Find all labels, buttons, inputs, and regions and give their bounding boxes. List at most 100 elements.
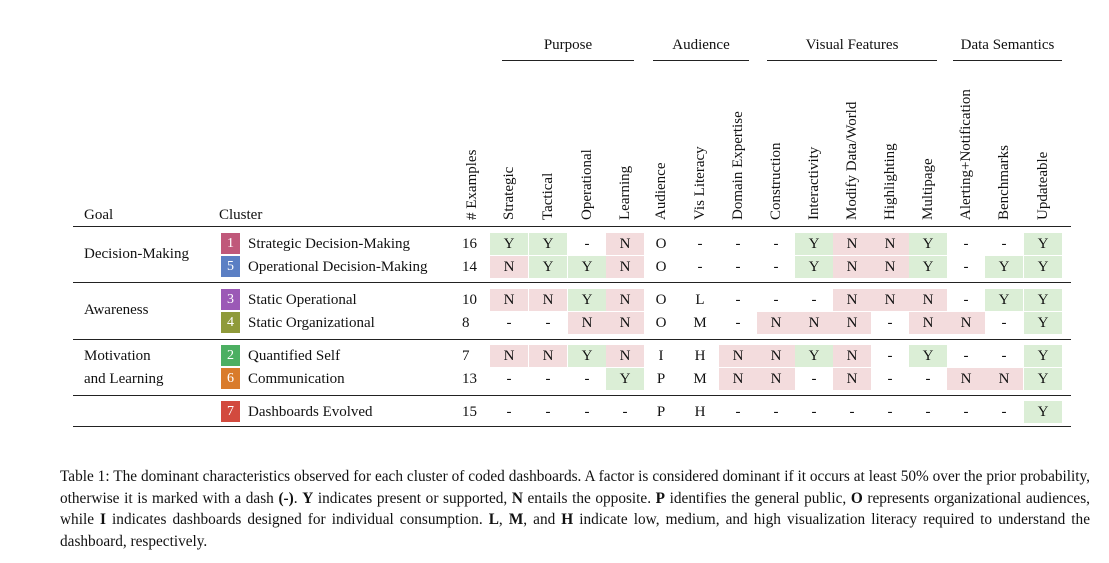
value-cell-domain-expertise: N (719, 368, 757, 390)
value-cell-tactical: Y (529, 233, 567, 255)
value-cell-domain-expertise: - (735, 236, 741, 252)
caption-l: L (488, 511, 499, 528)
value-cell-learning: - (622, 404, 628, 420)
caption-p: P (655, 489, 666, 507)
value-cell-strategic: N (490, 289, 528, 311)
group-separator-2 (73, 339, 1071, 340)
caption-text: identifies the general public, (665, 489, 851, 507)
value-cell-construction: N (757, 312, 795, 334)
value-cell-updateable: Y (1024, 312, 1062, 334)
value-cell-learning: N (606, 233, 644, 255)
goal-awareness: Awareness (84, 302, 149, 318)
value-cell-interactivity: N (795, 312, 833, 334)
value-cell-alerting-notification: N (947, 368, 985, 390)
caption-m: M (508, 511, 524, 528)
value-cell-multipage: Y (909, 256, 947, 278)
value-cell-modify-data-world: N (833, 312, 871, 334)
value-cell-updateable: Y (1024, 256, 1062, 278)
value-cell-alerting-notification: - (963, 236, 969, 252)
cluster-name: Static Organizational (248, 315, 375, 331)
value-cell-domain-expertise: - (735, 292, 741, 308)
column-header-operational: Operational (578, 149, 596, 220)
column-header-updateable: Updateable (1034, 152, 1052, 220)
column-header-label: Alerting+Notification (958, 89, 974, 220)
cluster-number-badge: 7 (221, 401, 240, 422)
value-cell-benchmarks: Y (985, 256, 1023, 278)
value-cell-benchmarks: N (985, 368, 1023, 390)
value-cell-vis-literacy: H (694, 404, 706, 420)
caption-text: . (293, 489, 303, 507)
value-cell-interactivity: Y (795, 256, 833, 278)
value-cell-alerting-notification: - (963, 259, 969, 275)
column-header-label: Updateable (1035, 151, 1051, 220)
caption-n: N (511, 489, 523, 507)
column-header-label: Operational (579, 149, 595, 220)
value-cell-operational: - (584, 404, 590, 420)
group-header-audience: Audience (672, 37, 730, 53)
group-rule-audience (653, 60, 749, 61)
value-cell-operational: - (584, 236, 590, 252)
column-header-label: Highlighting (882, 143, 898, 220)
value-cell-modify-data-world: N (833, 368, 871, 390)
column-header-label: Interactivity (806, 146, 822, 220)
column-header-learning: Learning (616, 166, 634, 220)
cluster-number-badge: 4 (221, 312, 240, 333)
value-cell-benchmarks: - (1001, 236, 1007, 252)
value-cell-construction: N (757, 345, 795, 367)
value-cell-strategic: N (490, 345, 528, 367)
value-cell-modify-data-world: N (833, 289, 871, 311)
value-cell-benchmarks: - (1001, 404, 1007, 420)
cluster-name: Quantified Self (248, 348, 341, 364)
column-header-label: Modify Data/World (844, 101, 860, 220)
caption-text: represents organizational audiences, whi… (60, 489, 1090, 529)
cluster-name: Dashboards Evolved (248, 404, 373, 420)
value-cell-audience: I (658, 348, 664, 364)
value-cell-domain-expertise: - (735, 259, 741, 275)
column-header-label: Tactical (540, 172, 556, 220)
value-cell-construction: - (773, 236, 779, 252)
value-cell-strategic: N (490, 256, 528, 278)
value-cell-highlighting: - (887, 371, 893, 387)
value-cell-tactical: Y (529, 256, 567, 278)
value-cell-learning: N (606, 256, 644, 278)
value-cell-multipage: N (909, 312, 947, 334)
cluster-number-badge: 2 (221, 345, 240, 366)
value-cell-highlighting: N (871, 233, 909, 255)
caption-text: entails the opposite. (522, 489, 656, 507)
value-cell-multipage: - (925, 371, 931, 387)
value-cell-modify-data-world: - (849, 404, 855, 420)
goal-header: Goal (84, 207, 114, 223)
value-cell-operational: Y (568, 345, 606, 367)
value-cell-learning: Y (606, 368, 644, 390)
examples-count: 10 (462, 292, 477, 308)
column-header-label: Strategic (501, 166, 517, 220)
column-header-label: Vis Literacy (692, 146, 708, 220)
caption-text: Table 1: The dominant characteristics ob… (60, 468, 1090, 507)
value-cell-benchmarks: - (1001, 315, 1007, 331)
value-cell-multipage: - (925, 404, 931, 420)
value-cell-alerting-notification: N (947, 312, 985, 334)
value-cell-alerting-notification: - (963, 404, 969, 420)
value-cell-benchmarks: - (1001, 348, 1007, 364)
caption-y: Y (302, 489, 314, 507)
value-cell-interactivity: - (811, 371, 817, 387)
value-cell-updateable: Y (1024, 289, 1062, 311)
value-cell-learning: N (606, 345, 644, 367)
column-header-vis-literacy: Vis Literacy (691, 146, 709, 220)
cluster-number-badge: 5 (221, 256, 240, 277)
value-cell-highlighting: - (887, 348, 893, 364)
cluster-name: Communication (248, 371, 345, 387)
value-cell-learning: N (606, 312, 644, 334)
value-cell-updateable: Y (1024, 401, 1062, 423)
value-cell-vis-literacy: H (694, 348, 706, 364)
value-cell-operational: - (584, 371, 590, 387)
value-cell-modify-data-world: N (833, 233, 871, 255)
characteristics-table: Purpose Audience Visual Features Data Se… (73, 37, 1071, 427)
caption-o: O (850, 489, 863, 507)
caption-text: , (498, 511, 509, 528)
column-header-label: Audience (653, 162, 669, 220)
value-cell-interactivity: - (811, 404, 817, 420)
value-cell-learning: N (606, 289, 644, 311)
value-cell-construction: - (773, 404, 779, 420)
value-cell-interactivity: Y (795, 233, 833, 255)
